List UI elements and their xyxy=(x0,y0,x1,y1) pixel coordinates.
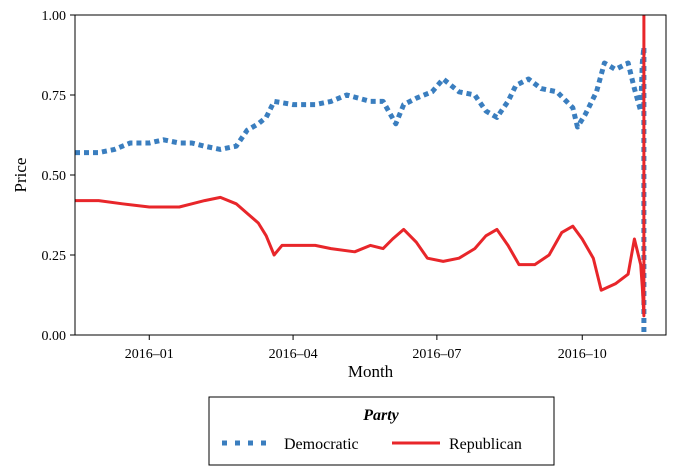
y-tick-label: 1.00 xyxy=(42,9,67,24)
x-tick-label: 2016–07 xyxy=(412,347,461,362)
y-tick-label: 0.50 xyxy=(42,169,67,184)
legend: Party Democratic Republican xyxy=(208,396,555,466)
x-tick-label: 2016–04 xyxy=(269,347,318,362)
legend-label-democratic: Democratic xyxy=(284,436,359,453)
y-tick-label: 0.25 xyxy=(42,249,67,264)
y-axis-title: Price xyxy=(11,158,30,193)
x-tick-label: 2016–01 xyxy=(125,347,174,362)
x-tick-label: 2016–10 xyxy=(558,347,607,362)
y-tick-label: 0.00 xyxy=(42,329,67,344)
y-tick-label: 0.75 xyxy=(42,89,67,104)
x-axis: 2016–01 2016–04 2016–07 2016–10 xyxy=(125,335,607,362)
legend-box xyxy=(208,396,555,466)
y-axis: 0.00 0.25 0.50 0.75 1.00 xyxy=(42,9,75,344)
plot-frame xyxy=(74,14,667,336)
x-axis-title: Month xyxy=(348,362,394,381)
plot-area xyxy=(74,14,667,336)
legend-label-republican: Republican xyxy=(449,436,522,453)
legend-title: Party xyxy=(362,407,399,424)
series-line-democratic xyxy=(75,44,647,335)
series-line-republican xyxy=(75,15,646,318)
